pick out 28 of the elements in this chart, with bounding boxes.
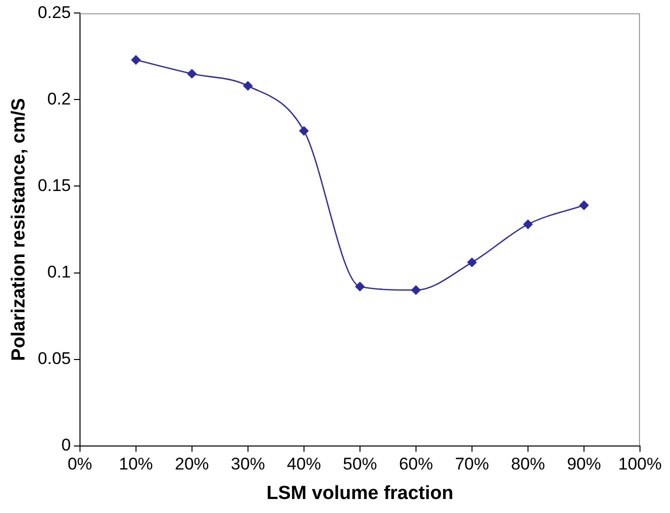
- y-axis-title: Polarization resistance, cm/S: [8, 98, 30, 361]
- point: [411, 285, 421, 295]
- x-axis-title: LSM volume fraction: [266, 482, 454, 504]
- point: [467, 258, 477, 268]
- x-tick-label: 90%: [566, 454, 602, 474]
- x-tick-label: 10%: [118, 454, 153, 474]
- point: [523, 220, 533, 229]
- y-tick-label: 0.05: [38, 348, 71, 368]
- x-tick-label: 80%: [510, 454, 545, 474]
- point: [131, 55, 141, 65]
- point: [299, 126, 309, 136]
- point: [579, 200, 589, 210]
- y-tick-label: 0.15: [38, 176, 71, 195]
- y-tick-label: 0.25: [38, 2, 71, 22]
- x-tick-label: 40%: [286, 454, 321, 474]
- x-tick-label: 70%: [454, 454, 489, 474]
- y-tick-label: 0.1: [47, 262, 71, 282]
- x-tick-label: 50%: [342, 454, 377, 474]
- x-tick-label: 20%: [174, 454, 209, 474]
- x-tick-label: 100%: [618, 454, 662, 474]
- x-tick-label: 30%: [230, 454, 265, 474]
- y-tick-label: 0: [61, 435, 71, 454]
- point: [355, 282, 365, 292]
- point: [187, 69, 197, 78]
- y-tick-label: 0.2: [47, 89, 71, 108]
- x-tick-label: 0%: [68, 454, 92, 474]
- point: [243, 81, 253, 91]
- x-tick-label: 60%: [398, 454, 433, 474]
